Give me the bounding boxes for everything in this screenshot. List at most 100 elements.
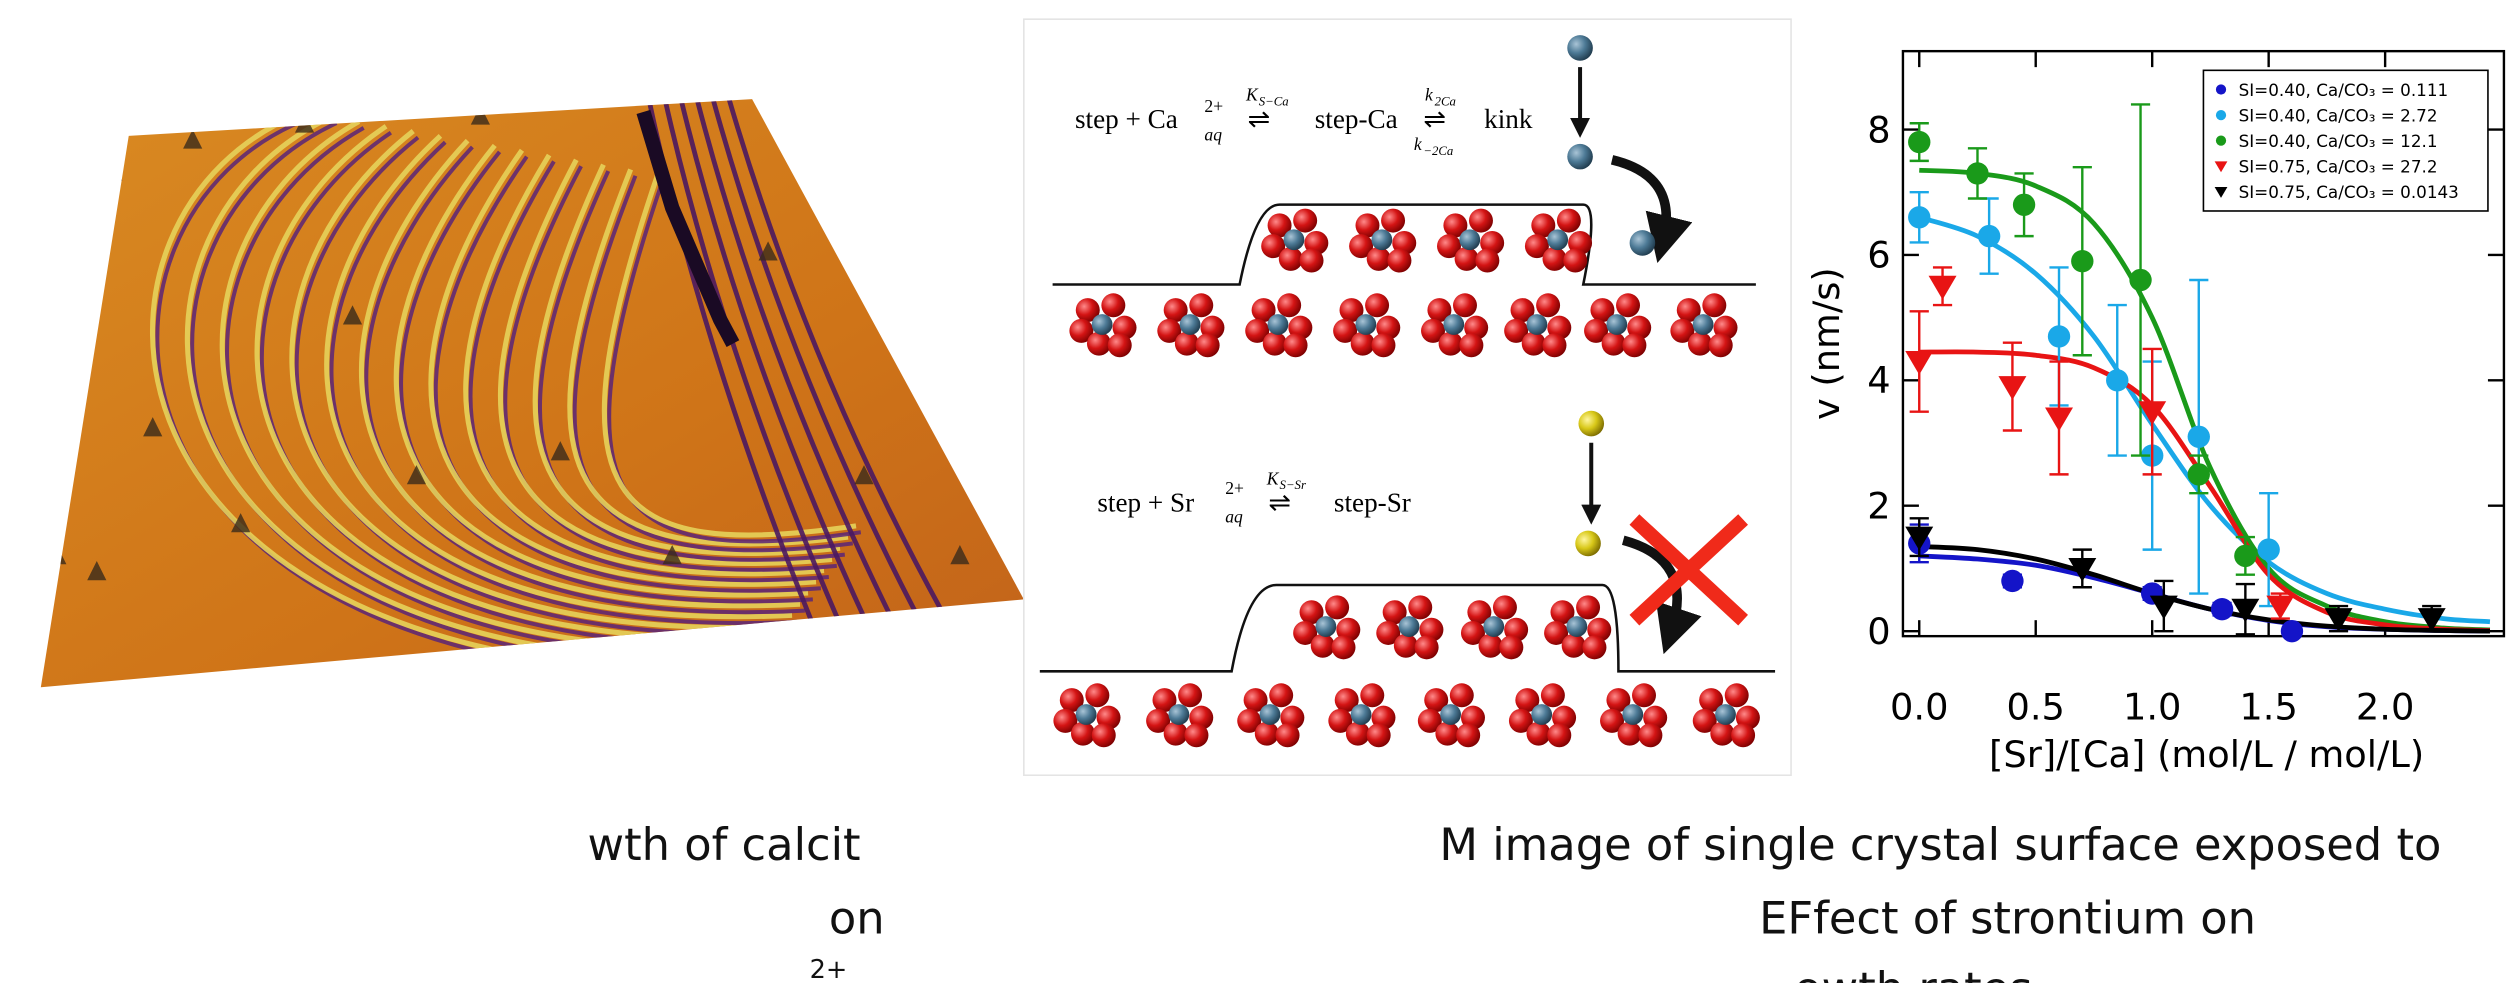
y-tick-label: 4 xyxy=(1867,359,1890,402)
legend-label: SI=0.40, Ca/CO₃ = 12.1 xyxy=(2239,131,2438,151)
x-tick-label: 1.0 xyxy=(2123,685,2181,728)
charge: 2+ xyxy=(1225,478,1244,498)
caption-superscript: 2+ xyxy=(810,955,848,983)
oxygen-atom xyxy=(1381,209,1405,233)
data-point xyxy=(2234,545,2256,567)
calcium-atom xyxy=(1076,704,1097,725)
mechanism-diagram: step + Ca 2+ aq K S−Ca ⇌ step-Ca k 2Ca ⇌… xyxy=(1024,19,1791,775)
oxygen-atom xyxy=(1269,683,1293,707)
oxygen-atom xyxy=(1108,333,1132,357)
legend-label: SI=0.40, Ca/CO₃ = 2.72 xyxy=(2239,105,2438,125)
calcium-atom xyxy=(1316,616,1337,637)
oxygen-atom xyxy=(1543,247,1567,271)
equilibrium-arrow: ⇌ xyxy=(1268,487,1291,517)
surface-defect xyxy=(103,161,122,180)
reaction-1: step + Ca xyxy=(1075,104,1178,134)
oxygen-atom xyxy=(1527,722,1551,746)
x-tick-label: 1.5 xyxy=(2239,685,2297,728)
x-tick-label: 0.0 xyxy=(1890,685,1948,728)
oxygen-atom xyxy=(1189,293,1213,317)
oxygen-atom xyxy=(1547,723,1571,747)
oxygen-atom xyxy=(1702,293,1726,317)
y-axis-label: v (nm/s) xyxy=(1805,267,1848,420)
oxygen-atom xyxy=(1279,247,1303,271)
oxygen-atom xyxy=(1479,634,1503,658)
calcium-atom xyxy=(1399,616,1420,637)
oxygen-atom xyxy=(1469,209,1493,233)
oxygen-atom xyxy=(1731,723,1755,747)
calcium-atom xyxy=(1284,229,1305,250)
oxygen-atom xyxy=(1178,683,1202,707)
k-forward: k xyxy=(1425,85,1434,105)
calcium-atom xyxy=(1168,704,1189,725)
oxygen-atom xyxy=(1450,683,1474,707)
k-eq: K xyxy=(1245,85,1259,105)
data-point xyxy=(2129,269,2151,291)
ca-ion xyxy=(1567,144,1593,170)
caption-line: owth rates xyxy=(1794,962,2032,983)
oxygen-atom xyxy=(1688,332,1712,356)
k-eq: K xyxy=(1266,468,1280,488)
oxygen-atom xyxy=(1293,209,1317,233)
calcium-atom xyxy=(1092,314,1113,335)
calcium-atom xyxy=(1355,314,1376,335)
oxygen-atom xyxy=(1622,333,1646,357)
caption-line: on xyxy=(829,891,885,944)
oxygen-atom xyxy=(1360,683,1384,707)
intermediate: step-Ca xyxy=(1315,104,1398,134)
calcium-atom xyxy=(1351,704,1372,725)
phase: aq xyxy=(1225,507,1243,527)
calcium-atom xyxy=(1443,314,1464,335)
oxygen-atom xyxy=(1311,634,1335,658)
calcium-atom xyxy=(1547,229,1568,250)
k-reverse-sub: −2Ca xyxy=(1423,144,1453,158)
charge: 2+ xyxy=(1204,96,1223,116)
calcium-atom xyxy=(1693,314,1714,335)
oxygen-atom xyxy=(1563,249,1587,273)
oxygen-atom xyxy=(1493,595,1517,619)
oxygen-atom xyxy=(1346,722,1370,746)
oxygen-atom xyxy=(1196,333,1220,357)
oxygen-atom xyxy=(1499,635,1523,659)
oxygen-atom xyxy=(1616,293,1640,317)
data-point xyxy=(2281,620,2303,642)
sr-ion xyxy=(1575,531,1601,557)
page: { "diagram": { "reaction_1": {"lhs": "st… xyxy=(0,0,2508,983)
oxygen-atom xyxy=(1365,293,1389,317)
y-tick-label: 6 xyxy=(1867,234,1890,277)
calcium-atom xyxy=(1371,229,1392,250)
data-point xyxy=(2106,369,2128,391)
legend-marker xyxy=(2216,84,2226,94)
oxygen-atom xyxy=(1455,247,1479,271)
oxygen-atom xyxy=(1371,333,1395,357)
oxygen-atom xyxy=(1263,332,1287,356)
oxygen-atom xyxy=(1415,635,1439,659)
legend: SI=0.40, Ca/CO₃ = 0.111SI=0.40, Ca/CO₃ =… xyxy=(2203,70,2488,211)
oxygen-atom xyxy=(1632,683,1656,707)
oxygen-atom xyxy=(1276,723,1300,747)
legend-label: SI=0.75, Ca/CO₃ = 0.0143 xyxy=(2239,182,2459,202)
figure: step + Ca 2+ aq K S−Ca ⇌ step-Ca k 2Ca ⇌… xyxy=(0,0,2508,983)
legend-marker xyxy=(2216,110,2226,120)
oxygen-atom xyxy=(1071,722,1095,746)
afm-image xyxy=(41,96,1024,687)
calcium-atom xyxy=(1440,704,1461,725)
oxygen-atom xyxy=(1351,332,1375,356)
oxygen-atom xyxy=(1536,293,1560,317)
legend-marker xyxy=(2216,136,2226,146)
calcium-atom xyxy=(1715,704,1736,725)
caption-line: wth of calcit xyxy=(587,818,860,871)
oxygen-atom xyxy=(1367,247,1391,271)
calcium-atom xyxy=(1260,704,1281,725)
oxygen-atom xyxy=(1325,595,1349,619)
oxygen-atom xyxy=(1255,722,1279,746)
caption: wth of calcit on 2+ M image of single cr… xyxy=(587,818,2441,983)
oxygen-atom xyxy=(1602,332,1626,356)
caption-line: EFfect of strontium on xyxy=(1759,891,2256,944)
data-point xyxy=(2048,325,2070,347)
legend-label: SI=0.75, Ca/CO₃ = 27.2 xyxy=(2239,157,2438,177)
oxygen-atom xyxy=(1557,209,1581,233)
data-point xyxy=(1908,131,1930,153)
x-tick-label: 0.5 xyxy=(2006,685,2064,728)
calcium-atom xyxy=(1622,704,1643,725)
